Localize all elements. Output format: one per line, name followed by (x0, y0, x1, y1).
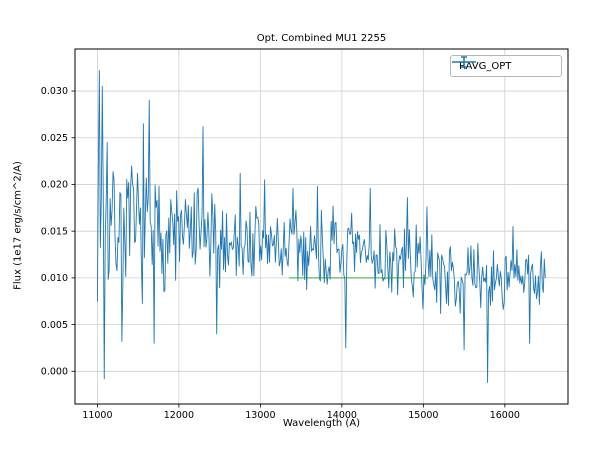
y-axis-label: Flux (1e17 erg/s/cm^2/A) (12, 161, 24, 290)
y-tick-label: 0.015 (41, 226, 68, 237)
axes-spines (74, 48, 569, 405)
x-tick-label: 13000 (245, 410, 275, 421)
y-tick-label: 0.025 (41, 133, 68, 144)
chart-title: Opt. Combined MU1 2255 (256, 33, 387, 44)
legend-label: RAVG_OPT (459, 60, 512, 72)
x-tick-label: 11000 (82, 410, 112, 421)
x-tick-label: 16000 (490, 410, 520, 421)
legend-errorbar-icon (452, 56, 476, 68)
x-axis-label: Wavelength (A) (282, 418, 361, 429)
y-tick-label: 0.030 (41, 86, 68, 97)
y-tick-label: 0.020 (41, 180, 68, 191)
data-line (96, 70, 546, 383)
y-tick-label: 0.010 (41, 273, 68, 284)
legend: RAVG_OPT (450, 55, 562, 77)
x-tick-label: 15000 (408, 410, 438, 421)
x-tick-label: 14000 (327, 410, 357, 421)
x-tick-label: 12000 (164, 410, 194, 421)
y-tick-label: 0.000 (41, 367, 68, 378)
y-tick-label: 0.005 (41, 320, 68, 331)
